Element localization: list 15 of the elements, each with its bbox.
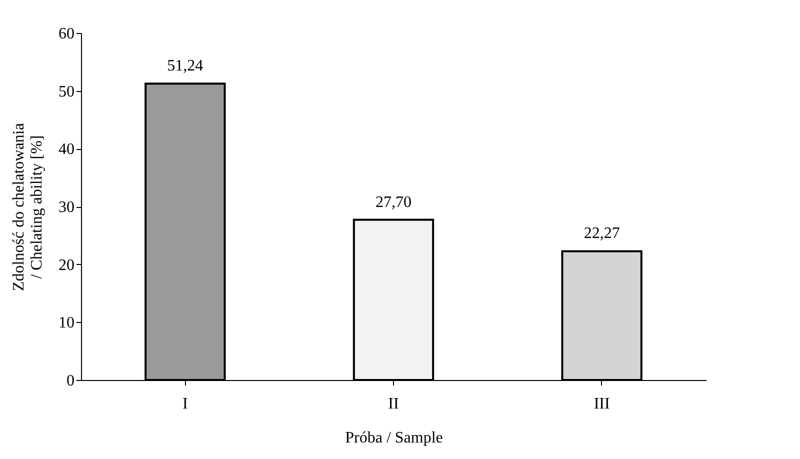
x-tick-label: II: [388, 396, 399, 412]
x-tick-label: I: [182, 396, 188, 412]
data-label: 51,24: [167, 58, 204, 75]
y-tick-label: 60: [58, 26, 74, 42]
x-axis-title: Próba / Sample: [345, 430, 443, 446]
y-tick-label: 20: [58, 256, 74, 274]
y-axis-title: Zdolność do chelatowania / Chelating ability [%]: [10, 123, 46, 291]
x-tick-label: III: [594, 396, 610, 412]
data-label: 22,27: [584, 225, 620, 242]
y-tick-label: 40: [58, 141, 74, 158]
y-tick-label: 0: [66, 372, 74, 390]
data-label: 27,70: [376, 194, 412, 211]
y-tick-label: 30: [58, 199, 74, 216]
y-tick-label: 50: [58, 83, 74, 100]
y-tick-label: 10: [58, 314, 74, 332]
